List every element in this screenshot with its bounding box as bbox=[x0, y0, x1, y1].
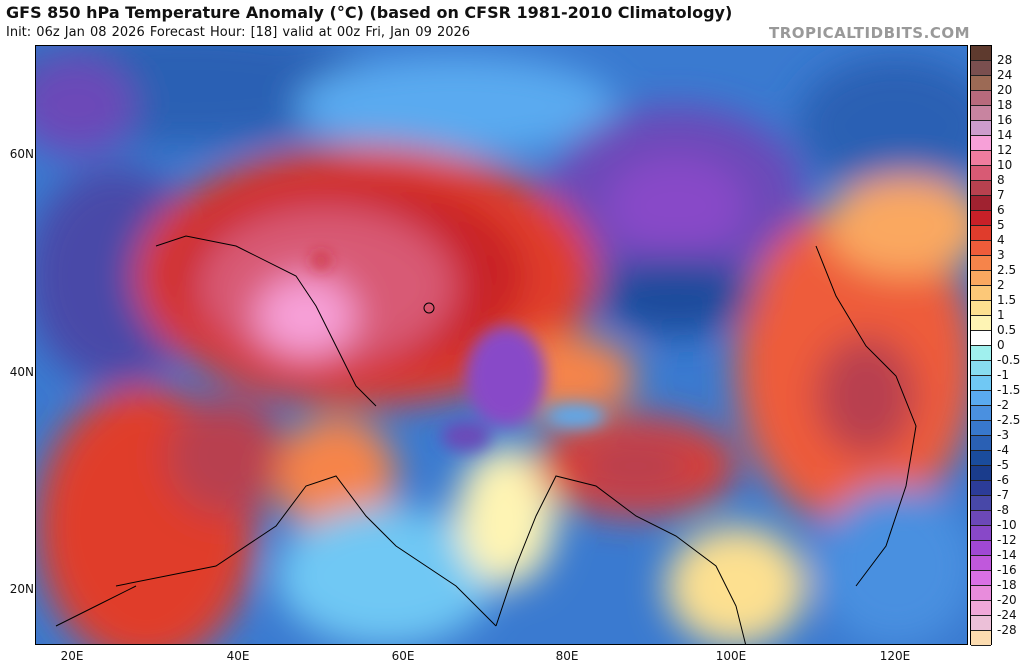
colorbar-bin bbox=[971, 106, 991, 121]
colorbar-label: -28 bbox=[997, 623, 1017, 637]
colorbar-label: -18 bbox=[997, 578, 1017, 592]
colorbar-bin bbox=[971, 241, 991, 256]
colorbar-label: -8 bbox=[997, 503, 1009, 517]
colorbar-bin bbox=[971, 226, 991, 241]
colorbar-label: -16 bbox=[997, 563, 1017, 577]
colorbar-label: -12 bbox=[997, 533, 1017, 547]
colorbar-label: 8 bbox=[997, 173, 1005, 187]
colorbar-bin bbox=[971, 541, 991, 556]
colorbar-label: 12 bbox=[997, 143, 1013, 157]
colorbar-label: -1.5 bbox=[997, 383, 1021, 397]
temperature-anomaly-map bbox=[35, 45, 968, 645]
colorbar-bin bbox=[971, 451, 991, 466]
colorbar-label: -24 bbox=[997, 608, 1017, 622]
colorbar-bin bbox=[971, 436, 991, 451]
colorbar-label: 18 bbox=[997, 98, 1013, 112]
colorbar-bin bbox=[971, 91, 991, 106]
colorbar-bin bbox=[971, 376, 991, 391]
colorbar-bin bbox=[971, 121, 991, 136]
colorbar-bin bbox=[971, 466, 991, 481]
colorbar-bin bbox=[971, 151, 991, 166]
colorbar-bin bbox=[971, 571, 991, 586]
colorbar-bin bbox=[971, 46, 991, 61]
colorbar-bin bbox=[971, 181, 991, 196]
colorbar-bin bbox=[971, 616, 991, 631]
lon-label-20e: 20E bbox=[60, 649, 84, 663]
colorbar bbox=[970, 45, 992, 646]
lon-label-80e: 80E bbox=[555, 649, 579, 663]
lon-label-100e: 100E bbox=[715, 649, 747, 663]
colorbar-label: 14 bbox=[997, 128, 1013, 142]
colorbar-bin bbox=[971, 481, 991, 496]
map-title: GFS 850 hPa Temperature Anomaly (°C) (ba… bbox=[6, 3, 733, 22]
colorbar-label: -3 bbox=[997, 428, 1009, 442]
colorbar-bin bbox=[971, 76, 991, 91]
colorbar-bin bbox=[971, 286, 991, 301]
colorbar-label: 1 bbox=[997, 308, 1005, 322]
colorbar-label: -20 bbox=[997, 593, 1017, 607]
colorbar-label: -10 bbox=[997, 518, 1017, 532]
colorbar-bin bbox=[971, 301, 991, 316]
colorbar-label: -7 bbox=[997, 488, 1009, 502]
colorbar-bin bbox=[971, 556, 991, 571]
colorbar-bin bbox=[971, 271, 991, 286]
colorbar-bin bbox=[971, 316, 991, 331]
colorbar-bin bbox=[971, 526, 991, 541]
colorbar-label: 16 bbox=[997, 113, 1013, 127]
colorbar-label: 1.5 bbox=[997, 293, 1017, 307]
colorbar-label: -6 bbox=[997, 473, 1009, 487]
colorbar-label: -14 bbox=[997, 548, 1017, 562]
colorbar-label: 2 bbox=[997, 278, 1005, 292]
lat-label-20n: 20N bbox=[9, 582, 34, 596]
coastlines bbox=[55, 235, 917, 644]
colorbar-label: 7 bbox=[997, 188, 1005, 202]
colorbar-label: 2.5 bbox=[997, 263, 1017, 277]
colorbar-label: 5 bbox=[997, 218, 1005, 232]
colorbar-label: 28 bbox=[997, 53, 1013, 67]
colorbar-bin bbox=[971, 346, 991, 361]
colorbar-bin bbox=[971, 511, 991, 526]
colorbar-bin bbox=[971, 331, 991, 346]
colorbar-bin bbox=[971, 601, 991, 616]
lon-label-40e: 40E bbox=[226, 649, 250, 663]
lat-label-40n: 40N bbox=[9, 365, 34, 379]
lat-label-60n: 60N bbox=[9, 147, 34, 161]
colorbar-bin bbox=[971, 391, 991, 406]
colorbar-label: 10 bbox=[997, 158, 1013, 172]
anomaly-field bbox=[36, 46, 967, 644]
colorbar-bin bbox=[971, 166, 991, 181]
lon-label-120e: 120E bbox=[879, 649, 911, 663]
map-subtitle: Init: 06z Jan 08 2026 Forecast Hour: [18… bbox=[6, 25, 471, 40]
colorbar-bin bbox=[971, 586, 991, 601]
colorbar-label: 6 bbox=[997, 203, 1005, 217]
colorbar-label: -2.5 bbox=[997, 413, 1021, 427]
colorbar-label: 4 bbox=[997, 233, 1005, 247]
colorbar-label: -2 bbox=[997, 398, 1009, 412]
colorbar-bin bbox=[971, 256, 991, 271]
colorbar-bin bbox=[971, 406, 991, 421]
colorbar-label: -4 bbox=[997, 443, 1009, 457]
colorbar-label: 0 bbox=[997, 338, 1005, 352]
colorbar-label: 20 bbox=[997, 83, 1013, 97]
colorbar-bin bbox=[971, 631, 991, 646]
colorbar-label: -5 bbox=[997, 458, 1009, 472]
brand-watermark: TROPICALTIDBITS.COM bbox=[769, 24, 970, 42]
colorbar-label: 24 bbox=[997, 68, 1013, 82]
colorbar-bin bbox=[971, 496, 991, 511]
colorbar-label: -1 bbox=[997, 368, 1009, 382]
lon-label-60e: 60E bbox=[391, 649, 415, 663]
colorbar-bin bbox=[971, 196, 991, 211]
colorbar-bin bbox=[971, 361, 991, 376]
colorbar-bin bbox=[971, 136, 991, 151]
colorbar-bin bbox=[971, 421, 991, 436]
colorbar-bin bbox=[971, 211, 991, 226]
colorbar-label: -0.5 bbox=[997, 353, 1021, 367]
colorbar-label: 3 bbox=[997, 248, 1005, 262]
colorbar-label: 0.5 bbox=[997, 323, 1017, 337]
colorbar-bin bbox=[971, 61, 991, 76]
